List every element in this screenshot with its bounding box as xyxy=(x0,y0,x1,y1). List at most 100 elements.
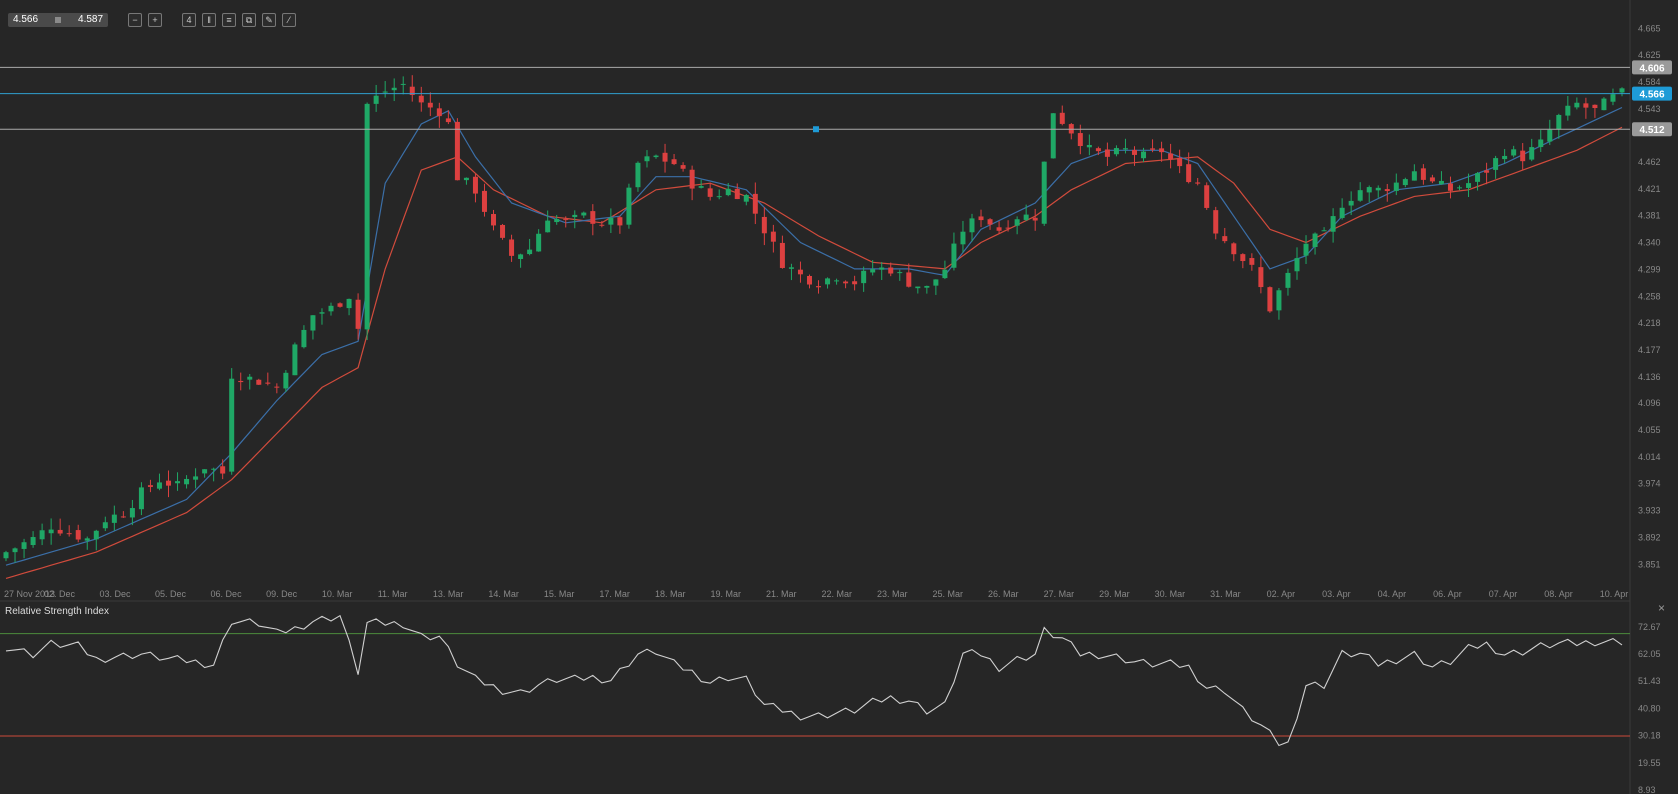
candle xyxy=(1601,97,1607,111)
price-tick-label: 4.177 xyxy=(1638,345,1661,355)
candle xyxy=(743,193,749,206)
ma-fast-path xyxy=(5,106,1623,566)
candle xyxy=(617,215,623,234)
zoom-out-icon[interactable]: − xyxy=(128,13,143,27)
time-tick-label: 30. Mar xyxy=(1155,589,1186,599)
candle xyxy=(590,204,596,236)
candle xyxy=(1610,88,1616,106)
candle xyxy=(355,293,361,340)
candle xyxy=(1493,155,1499,179)
candle xyxy=(1005,220,1011,232)
candle xyxy=(1456,185,1462,191)
copy-icon[interactable]: ⧉ xyxy=(242,13,257,27)
candle xyxy=(852,275,858,291)
candles-icon[interactable]: ‖ xyxy=(202,13,217,27)
candle xyxy=(3,550,9,562)
price-axis: 4.665 4.625 4.584 4.543 4.462 4.421 4.381 4.340… xyxy=(1638,23,1661,569)
candle xyxy=(147,479,153,493)
candle xyxy=(608,208,614,234)
candle xyxy=(1411,164,1417,181)
candle xyxy=(292,342,298,376)
price-tick-label: 4.136 xyxy=(1638,372,1661,382)
candle xyxy=(671,154,677,166)
price-tick-label: 4.625 xyxy=(1638,50,1661,60)
candle xyxy=(409,75,415,102)
candle xyxy=(256,378,262,386)
candle xyxy=(102,516,108,532)
candles xyxy=(3,75,1625,563)
time-tick-label: 26. Mar xyxy=(988,589,1019,599)
candle xyxy=(1122,138,1128,154)
bars-icon[interactable]: ≡ xyxy=(222,13,237,27)
close-icon[interactable]: × xyxy=(1658,601,1666,615)
candle xyxy=(1538,130,1544,153)
candle xyxy=(1141,147,1147,162)
candle xyxy=(1104,142,1110,166)
rsi-tick-label: 62.05 xyxy=(1638,649,1661,659)
candle xyxy=(834,278,840,285)
candle xyxy=(229,368,235,475)
candle xyxy=(1059,105,1065,126)
candle xyxy=(21,538,27,559)
candle xyxy=(238,372,244,391)
price-tick-label: 4.543 xyxy=(1638,104,1661,114)
time-tick-label: 10. Mar xyxy=(322,589,353,599)
candle xyxy=(211,467,217,482)
candle xyxy=(1348,191,1354,216)
time-tick-label: 27. Mar xyxy=(1044,589,1075,599)
time-tick-label: 14. Mar xyxy=(488,589,519,599)
candle xyxy=(48,518,54,545)
candle xyxy=(1249,253,1255,271)
candle xyxy=(536,229,542,252)
candle xyxy=(1086,134,1092,156)
candle xyxy=(12,547,18,563)
candle xyxy=(1258,256,1264,294)
candle xyxy=(400,76,406,95)
candle xyxy=(1303,235,1309,264)
draw-icon[interactable]: ⁄ xyxy=(282,13,297,27)
candle xyxy=(680,162,686,172)
candle xyxy=(175,472,181,491)
price-tick-label: 3.851 xyxy=(1638,560,1661,570)
candle xyxy=(418,86,424,112)
horizontal-lines[interactable]: 4.606 4.566 4.512 xyxy=(0,60,1672,137)
candle xyxy=(166,470,172,498)
candle xyxy=(960,220,966,253)
time-tick-label: 05. Dec xyxy=(155,589,187,599)
candle xyxy=(978,209,984,228)
svg-text:4.512: 4.512 xyxy=(1639,125,1664,136)
zoom-in-icon[interactable]: + xyxy=(148,13,163,27)
rsi-tick-label: 19.55 xyxy=(1638,758,1661,768)
rsi-tick-label: 30.18 xyxy=(1638,731,1661,741)
rsi-tick-label: 51.43 xyxy=(1638,676,1661,686)
price-tick-label: 4.096 xyxy=(1638,398,1661,408)
price-tick-label: 3.974 xyxy=(1638,479,1661,489)
candle xyxy=(427,92,433,117)
timeframe-icon[interactable]: 4 xyxy=(182,13,197,27)
candle xyxy=(1420,164,1426,185)
candle xyxy=(1023,204,1029,222)
quote-box: 4.566 4.587 xyxy=(8,13,109,27)
candle xyxy=(825,277,831,289)
rsi-panel: 72.67 62.05 51.43 40.80 30.18 19.55 8.93 xyxy=(0,614,1661,794)
candle xyxy=(1402,177,1408,188)
candle xyxy=(337,302,343,308)
edit-icon[interactable]: ✎ xyxy=(262,13,277,27)
candle xyxy=(1511,145,1517,158)
candle xyxy=(1466,173,1472,197)
candle xyxy=(572,210,578,229)
candle xyxy=(1520,143,1526,170)
time-tick-label: 21. Mar xyxy=(766,589,797,599)
candle xyxy=(554,214,560,225)
candle xyxy=(716,189,722,200)
candle xyxy=(364,102,370,341)
line-handle[interactable] xyxy=(813,126,819,133)
time-tick-label: 29. Mar xyxy=(1099,589,1130,599)
candle xyxy=(1574,97,1580,110)
candle xyxy=(626,183,632,229)
candle xyxy=(996,221,1002,234)
candle xyxy=(861,266,867,292)
candle xyxy=(1357,182,1363,202)
